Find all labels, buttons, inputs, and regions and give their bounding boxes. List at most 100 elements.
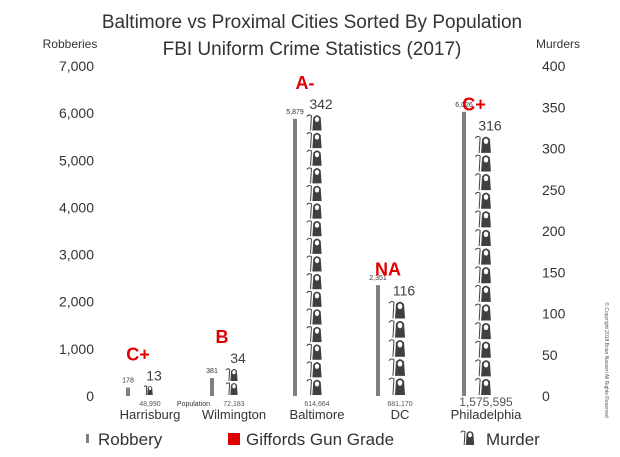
category-label: DC: [391, 407, 410, 422]
left-axis-ticks: 0 1,000 2,000 3,000 4,000 5,000 6,000 7,000: [59, 58, 94, 404]
right-tick-label: 150: [542, 264, 566, 280]
population-label: 1,575,595: [459, 395, 513, 409]
murder-icon: [312, 379, 322, 395]
copyright-note: © Copyright 2018 Brian Nasseri All Right…: [603, 302, 610, 418]
murder-icon-scythe: [474, 154, 481, 172]
murder-icon-scythe: [460, 430, 466, 446]
murder-icon-face: [483, 212, 489, 219]
x-axis-labels: Harrisburg Wilmington Baltimore DC Philadelp…: [120, 401, 523, 422]
murder-icon-face: [483, 138, 489, 144]
murder-icon-face: [314, 152, 320, 158]
robbery-bar: [376, 285, 380, 396]
murder-icon-scythe: [388, 339, 395, 357]
murder-icon-scythe: [306, 114, 312, 131]
murder-icon: [147, 386, 153, 395]
murder-icon: [312, 203, 322, 219]
population-label: 72,183: [223, 401, 245, 408]
murder-icon: [312, 185, 322, 202]
murder-icon-face: [483, 306, 489, 312]
murder-icon: [481, 360, 491, 377]
murder-icon-face: [232, 384, 236, 389]
murder-icon: [230, 383, 238, 395]
murder-icon-scythe: [474, 229, 481, 247]
left-tick-label: 4,000: [59, 199, 94, 215]
right-tick-label: 100: [542, 306, 566, 322]
murder-icon-scythe: [306, 167, 312, 184]
robbery-value-label: 6,026: [455, 102, 473, 109]
murder-icon-scythe: [306, 149, 312, 166]
murder-icon: [481, 322, 491, 340]
murder-icon-face: [314, 240, 320, 246]
robbery-value-label: 2,351: [369, 275, 387, 282]
murder-icon-scythe: [306, 326, 312, 343]
population-label: 48,990: [139, 401, 161, 408]
murder-icon: [312, 221, 322, 237]
gun-grade-label: NA: [375, 259, 401, 279]
murder-icon: [465, 431, 475, 445]
murder-icon-face: [397, 380, 403, 386]
murder-icon: [481, 229, 491, 247]
murder-icon-scythe: [474, 173, 481, 191]
robbery-value-label: 178: [122, 378, 134, 385]
robbery-bar: [210, 378, 214, 396]
murder-icon-scythe: [474, 247, 481, 265]
murder-icon: [312, 273, 322, 290]
category-label: Harrisburg: [120, 407, 181, 422]
chart-marks: 178 13 C+ 48,990 381 34B 72,183 5,879 342 A- 614,6…: [122, 73, 513, 409]
murder-icon: [481, 211, 491, 228]
legend: Robbery Giffords Gun Grade Murder: [86, 430, 540, 449]
gun-grade-label: B: [216, 327, 229, 347]
murder-icon-face: [483, 380, 489, 386]
murder-icon-scythe: [306, 220, 312, 237]
category-group: 178 13 C+ 48,990: [122, 344, 162, 408]
right-tick-label: 400: [542, 58, 566, 74]
chart-subtitle: FBI Uniform Crime Statistics (2017): [163, 39, 462, 60]
murder-icon-face: [397, 303, 403, 310]
left-tick-label: 5,000: [59, 152, 94, 168]
category-label: Baltimore: [290, 407, 345, 422]
murder-icon-scythe: [306, 361, 312, 378]
gun-grade-label: A-: [296, 73, 315, 93]
left-tick-label: 2,000: [59, 294, 94, 310]
murder-icon: [312, 238, 322, 254]
murder-icon-scythe: [474, 303, 481, 321]
right-tick-label: 250: [542, 182, 566, 198]
murder-icon-scythe: [143, 385, 148, 396]
murder-icon-face: [314, 293, 320, 299]
murder-icon: [481, 285, 491, 302]
murder-icon-face: [397, 341, 403, 348]
left-tick-label: 7,000: [59, 58, 94, 74]
murder-icon-face: [148, 387, 152, 391]
gun-grade-label: C+: [462, 94, 486, 114]
murder-icon-face: [314, 204, 320, 211]
murder-icon-scythe: [474, 359, 481, 377]
legend-grade-label: Giffords Gun Grade: [246, 430, 394, 449]
category-label: Wilmington: [202, 407, 266, 422]
murder-icon: [481, 136, 491, 153]
murder-icon-face: [314, 169, 320, 175]
category-group: 6,026 316 C+ 1,575,595: [455, 94, 513, 409]
right-axis-ticks: 0 50 100 150 200 250 300 350 400: [542, 58, 566, 404]
murder-icon-scythe: [306, 202, 312, 219]
murder-icon-face: [483, 194, 489, 200]
left-tick-label: 1,000: [59, 341, 94, 357]
murder-icon: [312, 309, 322, 325]
murder-icon-face: [483, 250, 489, 256]
legend-robbery-label: Robbery: [98, 430, 163, 449]
murder-icon-scythe: [306, 308, 312, 325]
murder-icon-scythe: [388, 358, 395, 376]
chart-title: Baltimore vs Proximal Cities Sorted By P…: [102, 12, 522, 33]
murder-icon-face: [314, 363, 320, 369]
murder-icon-scythe: [474, 378, 481, 396]
murder-icon-face: [483, 287, 489, 293]
right-tick-label: 200: [542, 223, 566, 239]
murder-icon-face: [314, 257, 320, 264]
murder-icon-face: [483, 175, 489, 182]
robbery-bar: [126, 387, 130, 396]
murder-icon-face: [314, 310, 320, 316]
murder-value-label: 316: [478, 117, 502, 133]
murder-icon-face: [314, 328, 320, 334]
robbery-bar: [293, 118, 297, 397]
murder-icon-face: [483, 231, 489, 238]
